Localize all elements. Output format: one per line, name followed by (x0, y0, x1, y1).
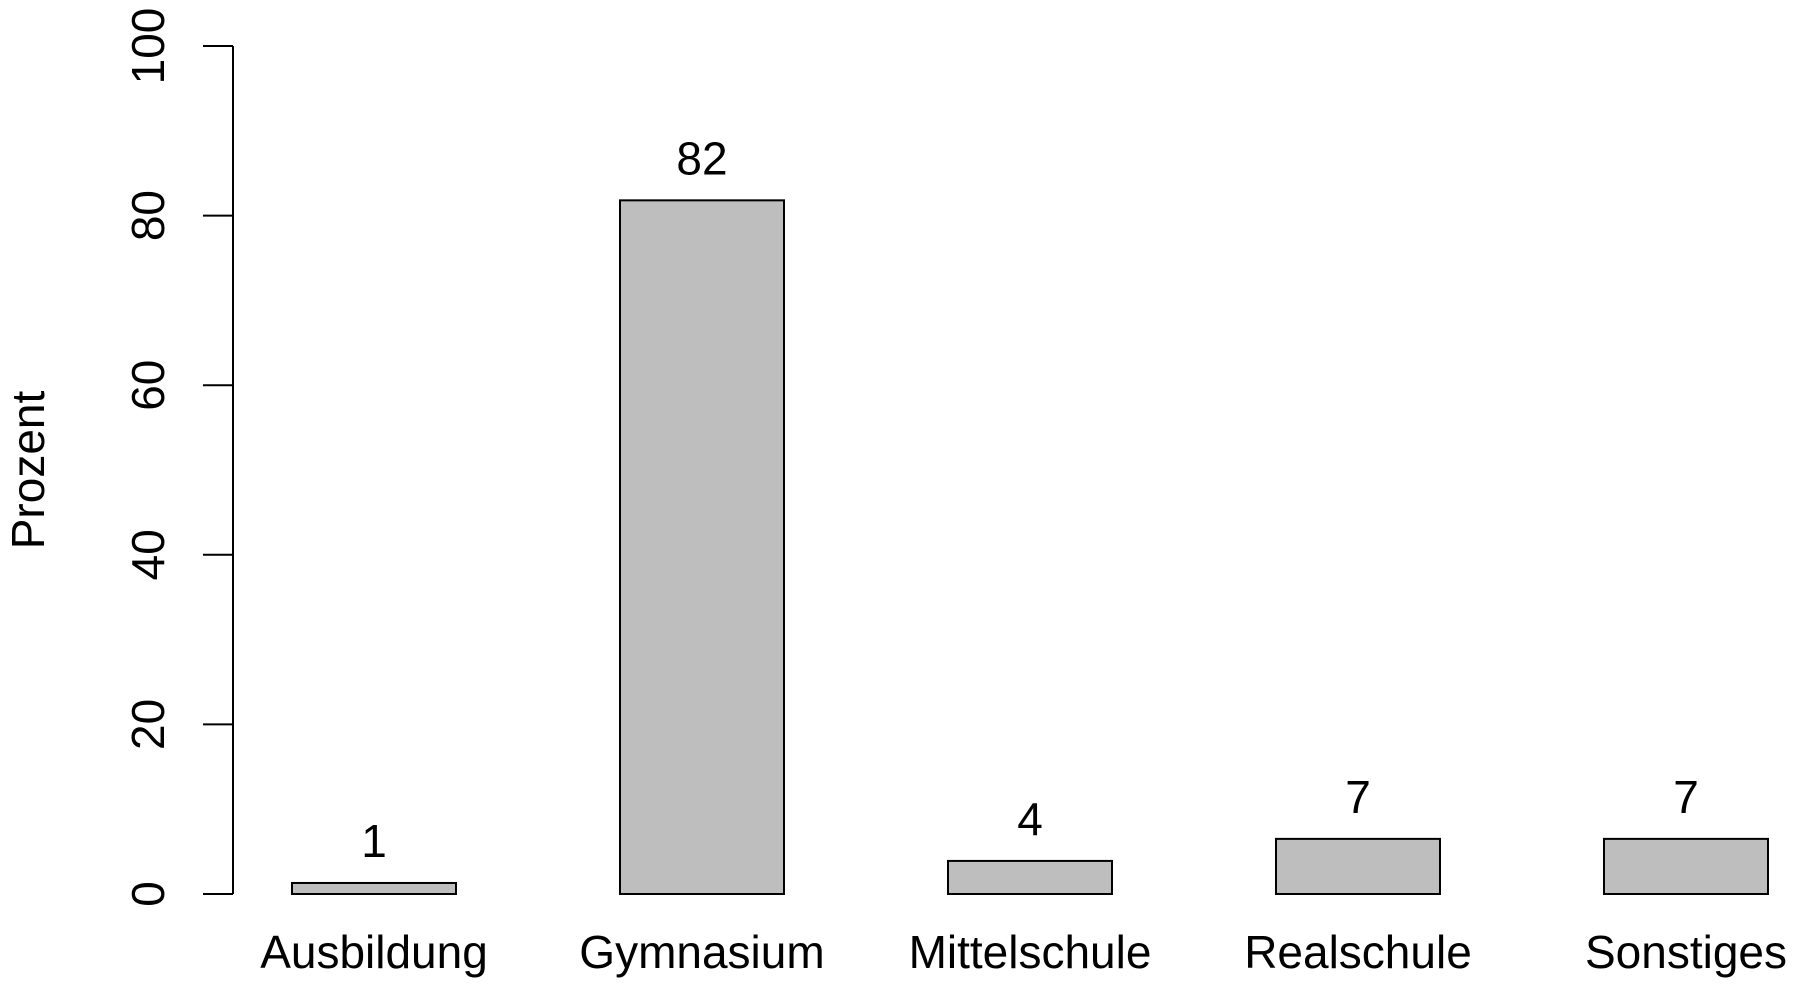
y-tick-label: 0 (122, 881, 174, 907)
bar-gymnasium (619, 199, 785, 895)
bar-value-label: 7 (1345, 771, 1371, 823)
bars (291, 199, 1769, 896)
y-tick-label: 100 (122, 8, 174, 85)
category-label: Sonstiges (1585, 926, 1787, 978)
bar-sonstiges (1603, 837, 1769, 896)
bar-mittelschule (947, 859, 1113, 895)
category-label: Mittelschule (909, 926, 1152, 978)
bar-ausbildung (291, 881, 457, 896)
y-axis: 0 20 40 60 80 100 (122, 8, 234, 907)
bar-realschule (1275, 837, 1441, 896)
category-label: Gymnasium (579, 926, 824, 978)
bar-value-label: 4 (1017, 793, 1043, 845)
y-axis-label: Prozent (2, 391, 54, 550)
bar-value-label: 7 (1673, 771, 1699, 823)
value-labels: 1 82 4 7 7 (361, 132, 1699, 867)
y-tick-label: 20 (122, 699, 174, 750)
bar-value-label: 1 (361, 815, 387, 867)
category-label: Ausbildung (260, 926, 488, 978)
category-labels: Ausbildung Gymnasium Mittelschule Realschul… (260, 926, 1787, 978)
bar-value-label: 82 (676, 132, 727, 184)
y-tick-label: 40 (122, 529, 174, 580)
category-label: Realschule (1244, 926, 1472, 978)
y-tick-label: 60 (122, 360, 174, 411)
y-tick-label: 80 (122, 190, 174, 241)
